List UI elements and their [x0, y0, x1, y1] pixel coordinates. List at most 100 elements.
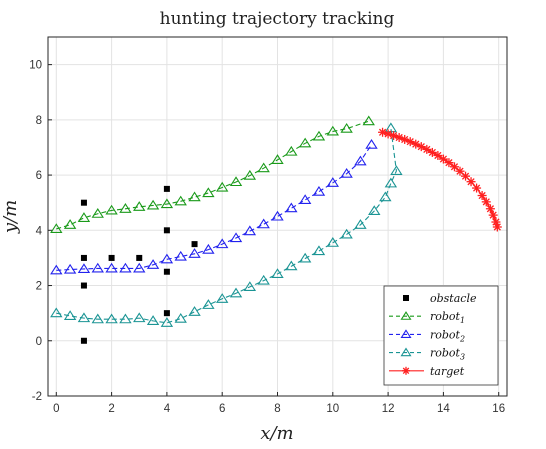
- legend: obstacle robot1 robot2 robot3 target: [383, 285, 499, 386]
- robot2-point: [312, 185, 326, 196]
- data-layer: [50, 115, 502, 344]
- legend-marker: [402, 366, 410, 375]
- robot1-point: [215, 181, 229, 192]
- robot2-point: [77, 263, 91, 274]
- legend-label: robot2: [430, 328, 465, 343]
- target-point: [461, 171, 471, 181]
- robot1-point: [160, 198, 174, 209]
- robot1-point: [326, 125, 340, 136]
- robot1-point: [257, 162, 270, 173]
- robot3-point: [390, 165, 403, 175]
- series-robot1: [50, 115, 375, 233]
- robot3-point: [354, 219, 367, 229]
- obstacle-point: [80, 337, 87, 344]
- robot2-point: [271, 210, 284, 221]
- robot2-point: [63, 263, 77, 274]
- obstacle-point: [108, 254, 115, 261]
- robot3-point: [379, 191, 392, 202]
- target-point: [481, 197, 491, 207]
- robot1-point: [105, 204, 118, 215]
- x-axis-label: x/m: [260, 423, 293, 444]
- robot1-point: [271, 154, 284, 164]
- robot2-point: [257, 218, 270, 229]
- target-point: [466, 177, 476, 187]
- robot3-point: [243, 281, 257, 291]
- target-point: [488, 210, 498, 220]
- legend-marker: [400, 347, 412, 357]
- robot3-point: [298, 252, 312, 263]
- legend-label: obstacle: [430, 292, 477, 305]
- robot3-point: [50, 307, 63, 318]
- robot2-point: [160, 253, 174, 264]
- y-tick-label: 10: [29, 60, 42, 72]
- obstacle-point: [80, 254, 87, 261]
- robot2-point: [50, 264, 63, 275]
- robot3-point: [160, 317, 174, 327]
- target-point: [472, 183, 482, 193]
- robot3-point: [215, 293, 229, 303]
- robot1-point: [188, 191, 201, 202]
- y-tick-label: 2: [36, 281, 42, 293]
- y-tick-label: 4: [36, 225, 43, 237]
- robot3-point: [91, 313, 104, 324]
- robot3-point: [77, 312, 91, 323]
- robot3-line: [56, 128, 397, 324]
- x-tick-label: 2: [108, 403, 114, 415]
- robot1-point: [119, 203, 132, 213]
- robot3-point: [63, 310, 77, 320]
- legend-marker: [400, 329, 412, 338]
- chart-title: hunting trajectory tracking: [160, 9, 395, 29]
- robot1-point: [63, 219, 77, 229]
- robot3-point: [202, 299, 215, 309]
- robot3-point: [368, 205, 381, 216]
- robot2-point: [119, 262, 132, 273]
- robot3-point: [174, 312, 187, 323]
- y-tick-label: -2: [32, 391, 42, 403]
- robot1-point: [133, 201, 146, 211]
- target-point: [422, 144, 432, 154]
- robot2-point: [215, 238, 229, 249]
- robot2-point: [229, 232, 243, 243]
- robot2-line: [56, 144, 372, 271]
- legend-item-target: target: [389, 365, 465, 378]
- series-target: [378, 127, 502, 232]
- robot1-point: [91, 208, 104, 218]
- obstacle-point: [163, 227, 170, 234]
- robot1-point: [146, 199, 160, 210]
- robot3-point: [257, 274, 270, 285]
- legend-item-robot3: robot3: [389, 347, 465, 362]
- robot3-point: [229, 287, 243, 298]
- robot3-point: [384, 177, 398, 188]
- x-tick-label: 4: [164, 403, 171, 415]
- legend-item-obstacle: obstacle: [403, 292, 477, 305]
- legend-label: robot1: [430, 310, 465, 325]
- robot2-point: [146, 259, 160, 269]
- robot1-point: [285, 145, 298, 156]
- robot2-point: [365, 138, 378, 149]
- robot2-point: [243, 225, 257, 236]
- target-point: [444, 158, 454, 168]
- obstacle-point: [80, 199, 87, 206]
- legend-item-robot2: robot2: [389, 328, 465, 343]
- series-robot3: [50, 122, 403, 327]
- legend-marker: [400, 311, 412, 320]
- target-line: [382, 131, 498, 228]
- y-tick-label: 8: [36, 115, 42, 127]
- robot3-point: [312, 245, 326, 256]
- robot3-point: [326, 237, 340, 247]
- robot3-point: [188, 306, 201, 316]
- legend-label: target: [430, 365, 465, 378]
- robot2-point: [285, 202, 298, 213]
- robot2-point: [174, 250, 187, 261]
- y-axis-label: y/m: [0, 200, 21, 234]
- target-point: [438, 154, 448, 164]
- y-tick-label: 0: [36, 336, 42, 348]
- obstacle-point: [191, 241, 198, 248]
- target-point: [449, 162, 459, 172]
- tick-labels: 0 2 4 6 8 10 12 14 16 -2 0 2 4 6 8 10: [29, 60, 505, 415]
- grid: [48, 37, 507, 397]
- x-tick-label: 14: [437, 403, 450, 415]
- robot3-point: [340, 228, 353, 239]
- robot2-point: [105, 262, 118, 273]
